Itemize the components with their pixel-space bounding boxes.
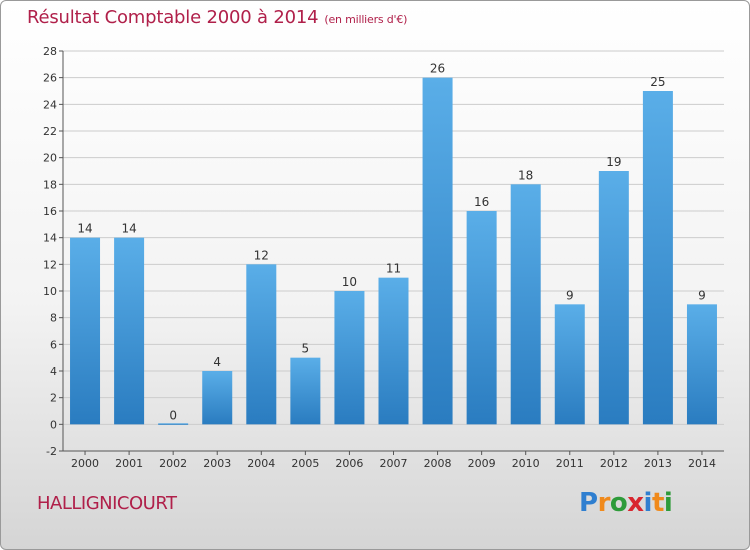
data-label: 25 xyxy=(650,75,665,89)
data-label: 14 xyxy=(77,222,92,236)
x-tick-label: 2001 xyxy=(115,457,143,470)
data-label: 9 xyxy=(566,288,574,302)
y-tick-label: 24 xyxy=(43,98,57,111)
x-tick-label: 2003 xyxy=(203,457,231,470)
logo-letter: o xyxy=(609,488,628,518)
x-tick-label: 2013 xyxy=(644,457,672,470)
bar xyxy=(642,91,673,425)
y-tick-label: 20 xyxy=(43,152,57,165)
data-label: 19 xyxy=(606,155,621,169)
bar xyxy=(114,237,145,425)
y-tick-label: 6 xyxy=(50,338,57,351)
data-label: 10 xyxy=(342,275,357,289)
proxiti-logo: Proxiti xyxy=(579,488,673,518)
data-label: 4 xyxy=(213,355,221,369)
x-tick-label: 2014 xyxy=(688,457,716,470)
data-label: 14 xyxy=(121,222,136,236)
chart-title-text: Résultat Comptable 2000 à 2014 xyxy=(27,7,319,28)
bar xyxy=(598,171,629,425)
x-tick-label: 2012 xyxy=(600,457,628,470)
x-tick-label: 2004 xyxy=(247,457,275,470)
y-tick-label: 22 xyxy=(43,125,57,138)
x-tick-label: 2010 xyxy=(512,457,540,470)
bar xyxy=(158,423,189,425)
logo-letter: i xyxy=(643,488,653,518)
y-tick-label: 12 xyxy=(43,258,57,271)
data-label: 26 xyxy=(430,62,445,76)
y-tick-label: 18 xyxy=(43,178,57,191)
x-tick-label: 2007 xyxy=(380,457,408,470)
y-tick-label: 28 xyxy=(43,45,57,58)
x-tick-label: 2006 xyxy=(335,457,363,470)
logo-letter: r xyxy=(597,488,611,518)
logo-letter: P xyxy=(579,488,598,518)
bar xyxy=(246,264,277,425)
x-tick-label: 2008 xyxy=(424,457,452,470)
y-tick-label: -2 xyxy=(46,445,57,458)
bar xyxy=(422,77,453,425)
bar xyxy=(70,237,101,425)
y-tick-label: 0 xyxy=(50,418,57,431)
bar xyxy=(202,371,233,425)
logo-letter: x xyxy=(627,488,644,518)
bar xyxy=(510,184,541,425)
data-label: 9 xyxy=(698,288,706,302)
data-label: 5 xyxy=(302,342,310,356)
y-tick-label: 4 xyxy=(50,365,57,378)
x-tick-label: 2002 xyxy=(159,457,187,470)
data-label: 16 xyxy=(474,195,489,209)
bar xyxy=(378,277,409,425)
bar xyxy=(554,304,585,425)
data-label: 11 xyxy=(386,262,401,276)
y-tick-label: 2 xyxy=(50,392,57,405)
data-label: 12 xyxy=(254,248,269,262)
y-tick-label: 16 xyxy=(43,205,57,218)
bar xyxy=(334,291,365,425)
x-tick-label: 2005 xyxy=(291,457,319,470)
commune-name: HALLIGNICOURT xyxy=(37,493,177,514)
x-tick-label: 2000 xyxy=(71,457,99,470)
logo-letter: i xyxy=(663,488,673,518)
x-tick-label: 2009 xyxy=(468,457,496,470)
y-tick-label: 14 xyxy=(43,232,57,245)
bar xyxy=(290,357,321,425)
bar xyxy=(466,211,497,425)
data-label: 18 xyxy=(518,168,533,182)
bar xyxy=(686,304,717,425)
y-tick-label: 8 xyxy=(50,312,57,325)
y-tick-label: 10 xyxy=(43,285,57,298)
logo-letter: t xyxy=(651,488,664,518)
y-tick-label: 26 xyxy=(43,72,57,85)
data-label: 0 xyxy=(169,408,177,422)
chart-title: Résultat Comptable 2000 à 2014 (en millie… xyxy=(27,7,407,28)
x-tick-label: 2011 xyxy=(556,457,584,470)
chart-subtitle: (en milliers d'€) xyxy=(324,13,408,26)
